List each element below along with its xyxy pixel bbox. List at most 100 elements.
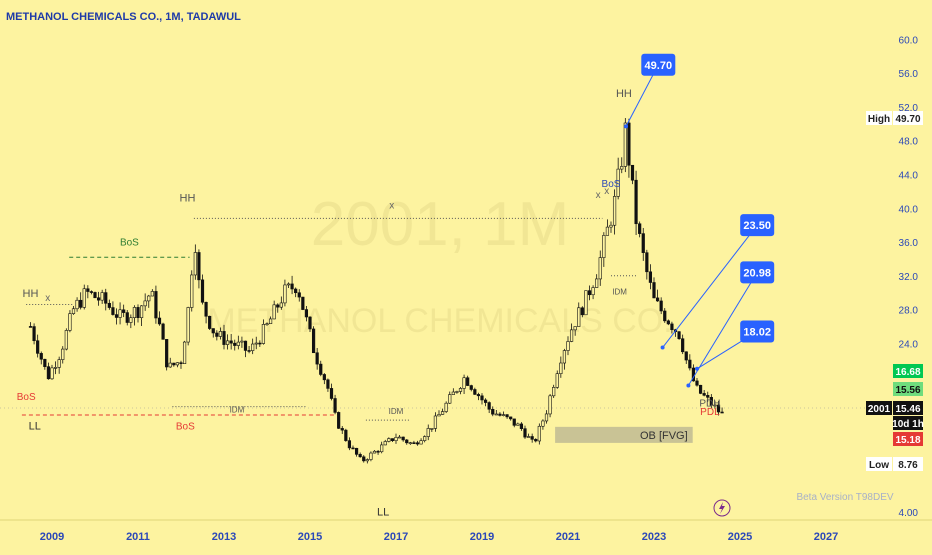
- candle-body: [487, 402, 491, 410]
- candle-body: [476, 394, 481, 397]
- candle-body: [258, 342, 262, 345]
- low-label-bg: [866, 457, 892, 471]
- candle-body: [362, 456, 366, 462]
- candle-body: [383, 441, 387, 446]
- candle-body: [369, 452, 373, 460]
- candle-body: [143, 300, 147, 307]
- price-tag-bg: [893, 432, 923, 446]
- candle-body: [165, 339, 169, 368]
- candle-body: [57, 359, 61, 368]
- candle-body: [573, 326, 577, 331]
- candle-body: [530, 436, 534, 440]
- callout-anchor-dot: [660, 345, 665, 350]
- candle-body: [720, 411, 724, 414]
- candle-body: [440, 411, 445, 415]
- candle-body: [139, 305, 144, 318]
- x-label: x: [604, 186, 609, 197]
- y-tick-label: 56.0: [899, 69, 919, 80]
- x-label: x: [596, 190, 601, 201]
- pdh-label: PDH: [699, 399, 720, 410]
- hh-label: HH: [616, 88, 632, 100]
- high-label: High: [868, 114, 890, 125]
- candle-body: [225, 340, 230, 345]
- candle-body: [294, 288, 298, 294]
- candle-body: [516, 423, 520, 426]
- candle-body: [387, 438, 391, 442]
- candle-body: [233, 342, 237, 346]
- callout-value: 49.70: [645, 60, 673, 72]
- watermark: 2001, 1M METHANOL CHEMICALS CO.: [207, 190, 672, 340]
- candle-body: [498, 413, 502, 416]
- candle-body: [645, 252, 649, 273]
- candle-body: [591, 287, 595, 296]
- idm-label: IDM: [230, 406, 245, 415]
- callout-box[interactable]: [740, 320, 775, 343]
- callout-box[interactable]: [740, 261, 775, 284]
- candle-body: [82, 288, 86, 308]
- high-value-bg: [893, 111, 923, 125]
- candle-body: [43, 358, 47, 367]
- candle-body: [462, 377, 466, 389]
- y-tick-label: 32.0: [899, 272, 919, 283]
- candle-body: [501, 414, 506, 416]
- candle-body: [562, 350, 567, 364]
- candle-body: [93, 292, 97, 299]
- candle-body: [322, 374, 326, 381]
- candle-body: [279, 302, 283, 308]
- ob-fvg-label: OB [FVG]: [640, 430, 688, 442]
- candle-body: [168, 362, 172, 368]
- lightning-icon[interactable]: [713, 499, 731, 517]
- y-tick-label: 4.00: [899, 508, 919, 519]
- candle-body: [100, 292, 104, 301]
- candle-body: [64, 330, 68, 350]
- x-tick-label: 2025: [728, 531, 752, 543]
- idm-label: IDM: [389, 407, 404, 416]
- candle-body: [111, 307, 115, 315]
- candle-body: [401, 436, 405, 441]
- candle-body: [71, 308, 76, 314]
- high-value: 49.70: [895, 114, 920, 125]
- y-tick-label: 40.0: [899, 204, 919, 215]
- candle-body: [415, 442, 420, 445]
- candle-body: [598, 257, 602, 280]
- candle-body: [666, 320, 670, 325]
- candle-body: [412, 442, 416, 444]
- candle-body: [483, 399, 488, 403]
- candle-body: [523, 428, 527, 438]
- candle-body: [623, 122, 627, 167]
- candle-body: [448, 394, 452, 404]
- candle-body: [236, 341, 240, 346]
- candle-body: [301, 296, 305, 310]
- candle-body: [451, 391, 455, 395]
- candle-body: [215, 332, 219, 337]
- candle-body: [630, 164, 635, 181]
- pdl-label: PDL: [700, 407, 720, 418]
- candle-body: [609, 224, 613, 228]
- candle-body: [709, 397, 713, 406]
- candle-body: [380, 444, 384, 453]
- candle-body: [311, 328, 316, 354]
- candle-body: [405, 439, 409, 444]
- candle-body: [154, 291, 158, 319]
- candle-body: [365, 459, 369, 462]
- candle-body: [161, 323, 165, 340]
- candle-body: [577, 307, 581, 327]
- x-label: x: [389, 200, 394, 211]
- x-tick-label: 2027: [814, 531, 838, 543]
- candle-body: [641, 233, 645, 253]
- candle-body: [200, 279, 205, 303]
- callout-box[interactable]: [641, 53, 676, 76]
- candle-body: [559, 362, 563, 375]
- bos-label: BoS: [120, 237, 139, 248]
- candle-body: [39, 353, 43, 360]
- candle-body: [308, 316, 312, 330]
- callout-box[interactable]: [740, 214, 775, 237]
- candle-body: [480, 395, 484, 401]
- y-tick-label: 28.0: [899, 306, 919, 317]
- candle-body: [494, 413, 498, 416]
- candle-body: [107, 302, 111, 308]
- candle-body: [419, 440, 423, 445]
- bos-label: BoS: [176, 421, 195, 432]
- candle-body: [283, 284, 287, 304]
